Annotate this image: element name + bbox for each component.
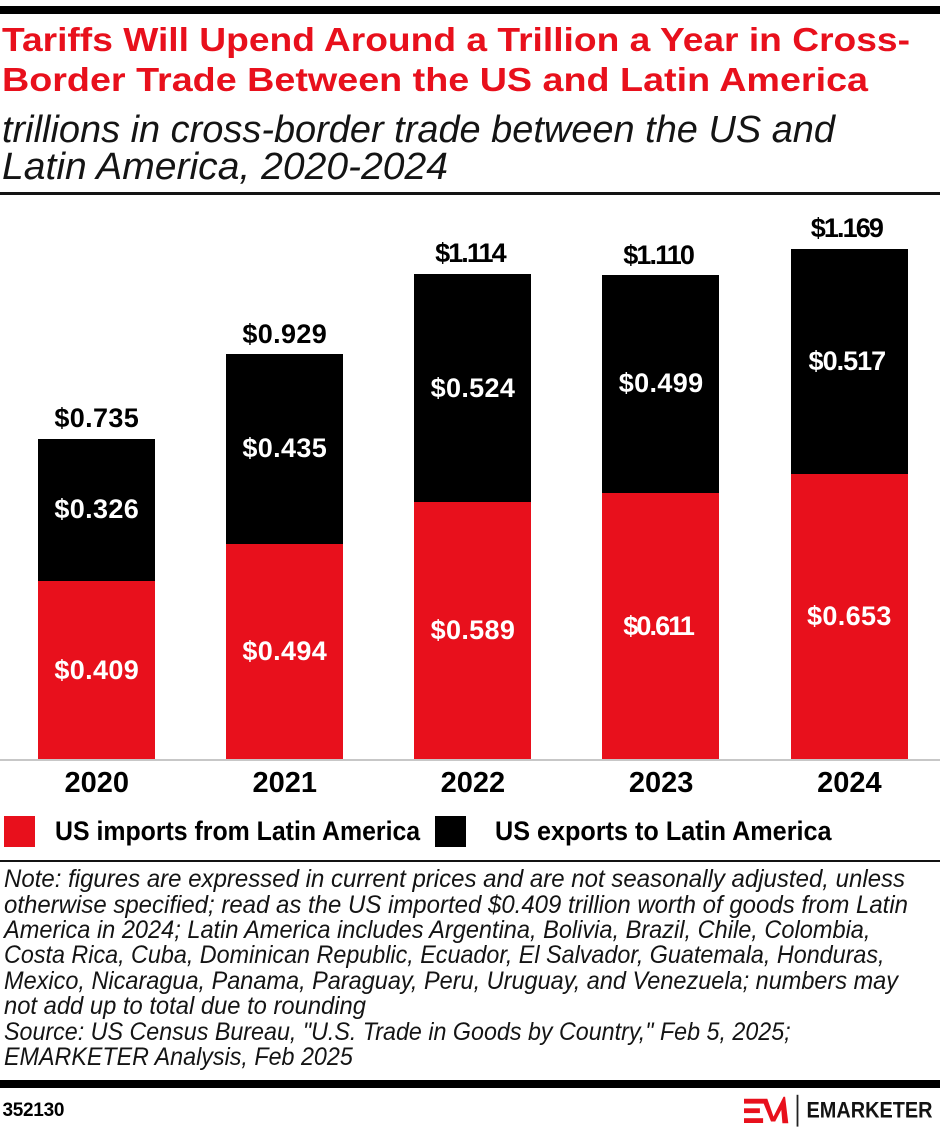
svg-text:EMARKETER: EMARKETER xyxy=(807,1097,933,1122)
